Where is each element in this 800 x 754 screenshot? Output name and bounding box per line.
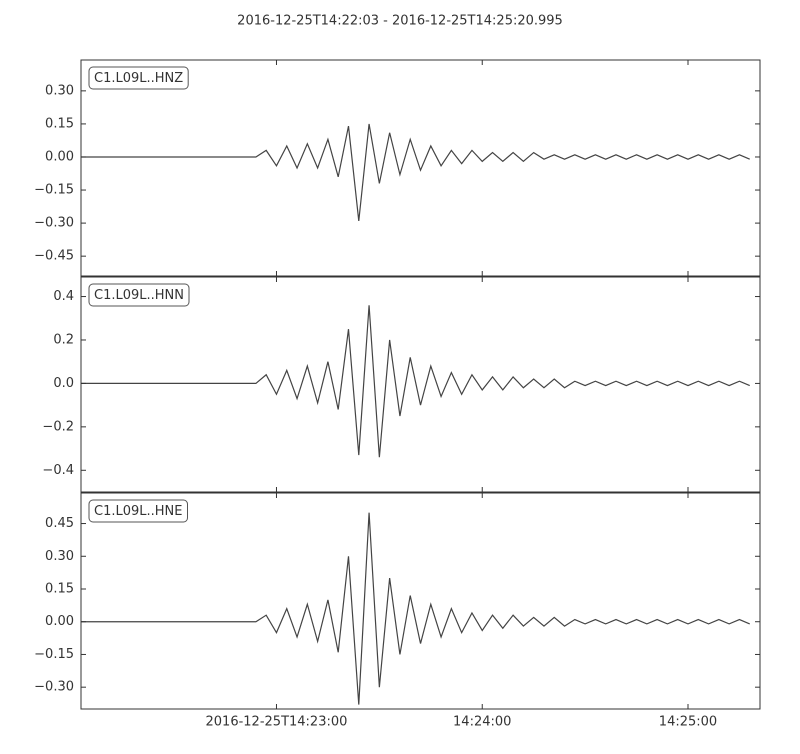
y-tick-label: −0.4 bbox=[42, 463, 74, 478]
waveform bbox=[81, 305, 750, 458]
axes-frame bbox=[80, 59, 761, 277]
trace-label: C1.L09L..HNN bbox=[94, 288, 184, 303]
y-tick-label: 0.2 bbox=[53, 332, 74, 347]
waveform bbox=[81, 123, 750, 221]
y-tick-label: 0.15 bbox=[45, 116, 74, 131]
y-tick-label: 0.30 bbox=[45, 83, 74, 98]
axes-frame bbox=[80, 492, 761, 710]
y-tick-label: −0.15 bbox=[34, 183, 74, 198]
trace-label-box bbox=[88, 283, 190, 307]
y-tick-label: −0.30 bbox=[34, 680, 74, 695]
y-tick-label: 0.4 bbox=[53, 289, 74, 304]
y-tick-label: −0.15 bbox=[34, 647, 74, 662]
y-tick-label: 0.15 bbox=[45, 582, 74, 597]
y-tick-label: −0.45 bbox=[34, 249, 74, 264]
y-tick-label: 0.00 bbox=[45, 149, 74, 164]
trace-label-box bbox=[88, 499, 188, 523]
y-tick-label: 0.00 bbox=[45, 614, 74, 629]
y-tick-label: 0.45 bbox=[45, 516, 74, 531]
y-tick-label: −0.30 bbox=[34, 216, 74, 231]
trace-label: C1.L09L..HNZ bbox=[94, 71, 183, 86]
y-tick-label: −0.2 bbox=[42, 419, 74, 434]
x-tick-label: 2016-12-25T14:23:00 bbox=[206, 715, 348, 730]
waveform bbox=[81, 512, 750, 705]
y-tick-label: 0.30 bbox=[45, 549, 74, 564]
axes-frame bbox=[80, 276, 761, 493]
trace-label-box bbox=[88, 66, 189, 90]
x-tick-label: 14:24:00 bbox=[453, 715, 511, 730]
figure-title: 2016-12-25T14:22:03 - 2016-12-25T14:25:2… bbox=[237, 14, 563, 29]
x-tick-label: 14:25:00 bbox=[659, 715, 717, 730]
y-tick-label: 0.0 bbox=[53, 376, 74, 391]
trace-label: C1.L09L..HNE bbox=[94, 504, 183, 519]
